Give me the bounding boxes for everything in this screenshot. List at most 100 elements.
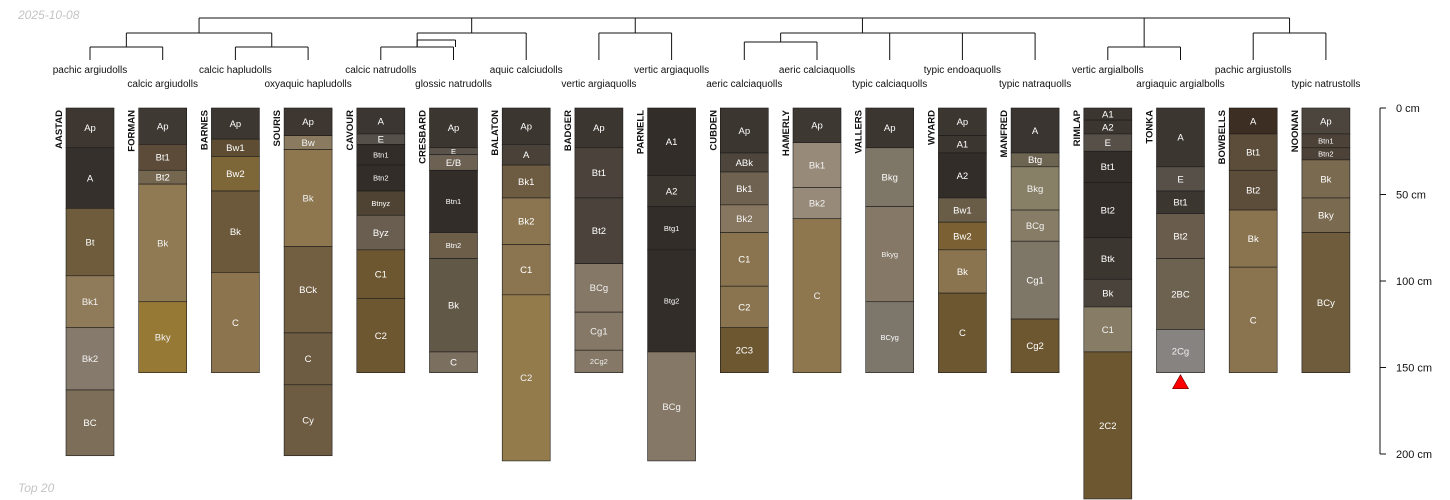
taxon-label-barnes: calcic hapludolls [199,65,272,76]
profile-name-badger: BADGER [563,110,574,151]
horizon-label-bowbells-bt1: Bt1 [1246,147,1260,158]
horizon-label-badger-cg1: Cg1 [590,326,607,337]
horizon-wyard-bk [938,249,987,294]
profile-bowbells: A Bt1 Bt2 Bk C BOWBELLS [1217,107,1278,373]
profile-souris: Ap Bw Bk BCk C Cy SOURIS [272,107,333,457]
horizon-label-balaton-c1: C1 [520,265,532,276]
taxon-label-hamerly: aeric calciaquolls [779,65,855,76]
profile-parnell: A1 A2 Btg1 Btg2 BCg PARNELL [636,107,696,462]
horizon-label-noonan-bky: Bky [1318,211,1334,222]
horizon-label-wyard-c: C [959,328,966,339]
horizon-label-barnes-bw2: Bw2 [226,169,244,180]
horizon-label-noonan-bcy: BCy [1317,298,1335,309]
horizon-label-rimlap-a1: A1 [1102,109,1114,120]
profile-balaton: Ap A Bk1 Bk2 C1 C2 BALATON [490,107,551,462]
taxon-label-tonka: argiaquic argialbolls [1136,79,1224,90]
horizon-label-cubden-ap: Ap [738,126,750,137]
taxon-label-badger: vertic argiaquolls [561,79,636,90]
horizon-manfred-bcg [1010,209,1060,242]
horizon-label-aastad-ap: Ap [84,123,96,134]
horizon-wyard-bw1 [938,197,987,223]
horizon-label-parnell-a2: A2 [666,186,678,197]
horizon-label-cresbard-ap: Ap [448,123,460,134]
horizon-rimlap-btk [1083,237,1133,280]
axis-tick-label: 50 cm [1396,190,1426,202]
horizon-label-vallers-ap: Ap [884,123,896,134]
horizon-label-tonka-2bc: 2BC [1171,289,1190,300]
horizon-cresbard-btn2 [429,232,478,259]
profile-name-cresbard: CRESBARD [418,110,429,164]
horizon-label-aastad-bk2: Bk2 [82,354,98,365]
horizon-label-vallers-bkyg: Bkyg [881,250,898,259]
horizon-label-tonka-e: E [1177,174,1183,185]
horizon-aastad-ap [65,107,115,149]
horizon-parnell-btg1 [647,206,696,251]
horizon-label-parnell-a1: A1 [666,137,678,148]
horizon-label-cavour-e: E [378,134,384,145]
footer-label: Top 20 [18,481,55,495]
horizon-balaton-ap [501,107,551,145]
horizon-badger-bt1 [574,147,624,199]
horizon-label-cresbard-btn2: Btn2 [446,241,461,250]
horizon-label-cubden-abk: ABk [736,158,754,169]
horizon-label-cubden-bk2: Bk2 [736,214,752,225]
horizon-barnes-c [211,272,260,373]
horizon-tonka-2cg [1156,329,1205,373]
horizon-label-aastad-bc: BC [83,418,96,429]
horizon-souris-bk [283,149,333,247]
horizon-badger-bt2 [574,197,624,265]
horizon-label-wyard-a1: A1 [957,140,969,151]
horizon-label-cavour-btn2: Btn2 [373,174,388,183]
taxon-label-souris: oxyaquic hapludolls [264,79,351,90]
horizon-tonka-bt2 [1156,213,1205,259]
profile-forman: Ap Bt1 Bt2 Bk Bky FORMAN [127,107,187,373]
marker-triangle [1171,374,1190,389]
profile-name-rimlap: RIMLAP [1072,109,1083,146]
profile-name-bowbells: BOWBELLS [1217,110,1228,164]
horizon-label-rimlap-bk: Bk [1102,288,1113,299]
taxon-label-wyard: typic endoaquolls [924,65,1001,76]
profile-name-cavour: CAVOUR [345,110,356,151]
horizon-label-vallers-bcyg: BCyg [881,333,899,342]
taxon-label-balaton: aquic calciudolls [490,65,563,76]
horizon-label-cavour-c1: C1 [375,269,387,280]
horizon-label-hamerly-c: C [814,291,821,302]
horizon-hamerly-ap [792,107,842,143]
taxon-label-aastad: pachic argiudolls [53,65,128,76]
horizon-parnell-btg2 [647,249,696,353]
horizon-balaton-bk1 [501,164,551,199]
horizon-label-badger-ap: Ap [593,123,605,134]
horizon-label-manfred-cg1: Cg1 [1026,275,1043,286]
profile-name-manfred: MANFRED [999,110,1010,158]
axis-tick-label: 200 cm [1396,449,1432,461]
axis-tick-label: 100 cm [1396,276,1432,288]
horizon-rimlap-bk [1083,278,1133,308]
profile-name-wyard: WYARD [926,110,937,145]
profile-barnes: Ap Bw1 Bw2 Bk C BARNES [199,107,260,373]
profile-hamerly: Ap Bk1 Bk2 C HAMERLY [781,107,842,373]
horizon-label-cubden-2c3: 2C3 [736,346,753,357]
horizon-bowbells-bt1 [1228,133,1278,171]
horizon-cubden-c1 [719,232,769,287]
horizon-vallers-bcyg [865,301,915,373]
horizon-label-cresbard-e-b: E/B [446,158,461,169]
horizon-label-rimlap-e: E [1105,138,1111,149]
horizon-rimlap-c1 [1083,306,1133,353]
horizon-label-balaton-bk2: Bk2 [518,217,534,228]
horizon-label-hamerly-bk1: Bk1 [809,160,825,171]
horizon-barnes-bk [211,190,260,273]
horizon-label-cresbard-bk: Bk [448,301,459,312]
horizon-wyard-c [938,292,987,373]
horizon-label-tonka-bt1: Bt1 [1173,198,1187,209]
horizon-label-manfred-bcg: BCg [1026,221,1044,232]
horizon-label-cubden-c1: C1 [738,255,750,266]
horizon-hamerly-c [792,218,842,373]
horizon-cresbard-c [429,351,478,373]
profile-vallers: Ap Bkg Bkyg BCyg VALLERS [854,107,915,373]
horizon-cubden-ap [719,107,769,154]
profile-cavour: AE Btn1 Btn2 Btnyz Byz C1 C2 CAVOUR [345,107,406,373]
horizon-label-tonka-a: A [1177,133,1184,144]
horizon-label-bowbells-bk: Bk [1248,234,1259,245]
horizon-cubden-2c3 [719,327,769,373]
